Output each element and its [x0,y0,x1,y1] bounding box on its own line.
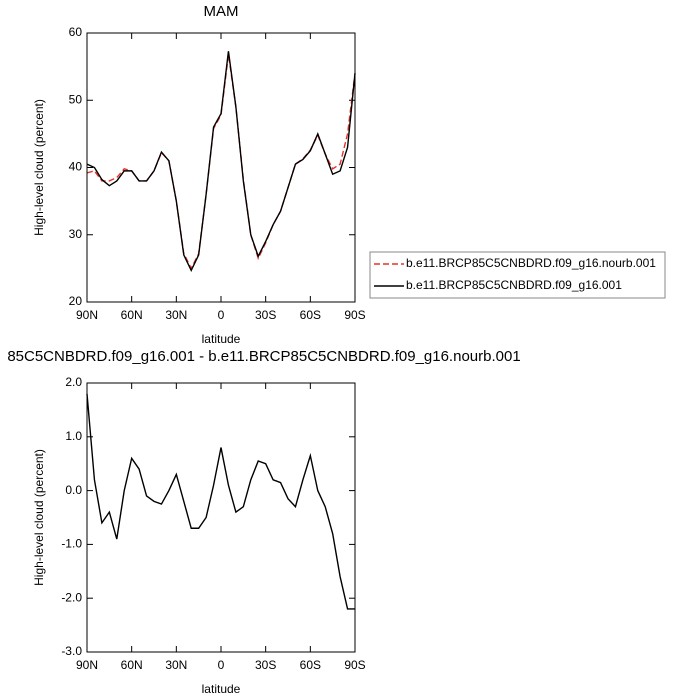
x-tick-label: 0 [218,658,225,672]
x-tick-label: 30N [165,308,187,322]
x-tick-label: 90S [344,308,365,322]
y-tick-label: -3.0 [61,644,82,658]
x-tick-label: 60S [300,658,321,672]
data-line [86,393,355,610]
x-tick-label: 60S [300,308,321,322]
data-line [86,54,356,270]
y-tick-label: 2.0 [65,375,82,389]
x-axis-label: latitude [202,332,241,346]
plot-frame [86,32,356,303]
y-tick-label: 60 [69,25,83,39]
y-tick-label: 1.0 [65,429,82,443]
legend-box [369,251,666,299]
y-tick-label: -2.0 [61,590,82,604]
x-tick-label: 0 [218,308,225,322]
chart-title: MAM [204,3,239,20]
y-tick-label: 40 [69,160,83,174]
plot-frame [86,382,356,653]
y-axis-label: High-level cloud (percent) [32,99,46,236]
y-axis-label: High-level cloud (percent) [32,449,46,586]
y-tick-label: 50 [69,92,83,106]
y-tick-label: 30 [69,227,83,241]
x-tick-label: 90S [344,658,365,672]
legend-label: b.e11.BRCP85C5CNBDRD.f09_g16.nourb.001 [406,256,656,270]
x-tick-label: 60N [121,308,143,322]
x-tick-label: 90N [76,658,98,672]
data-line [86,51,356,273]
x-tick-label: 30N [165,658,187,672]
x-tick-label: 30S [255,658,276,672]
chart-title: 85C5CNBDRD.f09_g16.001 - b.e11.BRCP85C5C… [7,348,520,365]
x-tick-label: 30S [255,308,276,322]
y-tick-label: -1.0 [61,537,82,551]
x-axis-label: latitude [202,682,241,696]
legend-label: b.e11.BRCP85C5CNBDRD.f09_g16.001 [406,278,622,292]
x-tick-label: 60N [121,658,143,672]
y-tick-label: 0.0 [65,483,82,497]
x-tick-label: 90N [76,308,98,322]
y-tick-label: 20 [69,294,83,308]
